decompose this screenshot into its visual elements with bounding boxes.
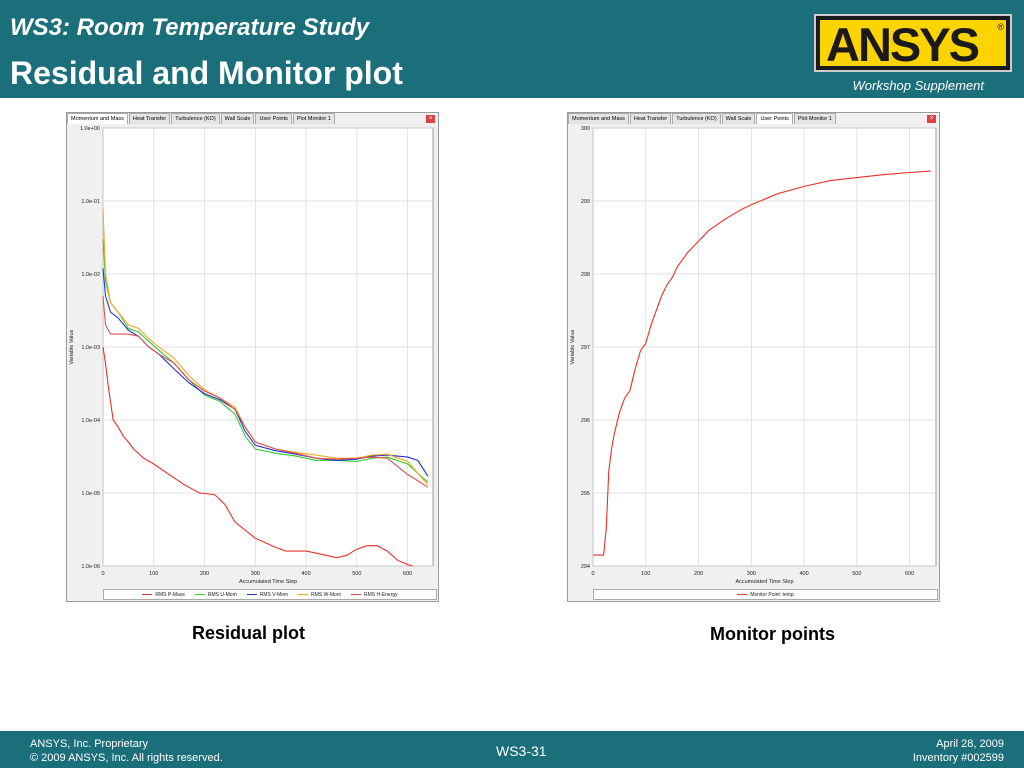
y-tick-label: 1.0e-01	[81, 199, 100, 205]
y-tick-label: 294	[581, 564, 590, 570]
y-tick-label: 1.0e-06	[81, 564, 100, 570]
x-tick-label: 400	[301, 571, 310, 577]
x-tick-label: 100	[641, 571, 650, 577]
y-tick-label: 297	[581, 345, 590, 351]
x-tick-label: 100	[149, 571, 158, 577]
x-axis-label: Accumulated Time Step	[735, 579, 793, 585]
y-tick-label: 299	[581, 199, 590, 205]
y-axis-label: Variable Value	[570, 330, 576, 365]
x-tick-label: 300	[251, 571, 260, 577]
series-line	[102, 239, 429, 483]
y-tick-label: 298	[581, 272, 590, 278]
legend-item: RMS H-Energy	[350, 591, 398, 598]
y-tick-label: 300	[581, 126, 590, 132]
series-line	[102, 346, 413, 567]
x-tick-label: 300	[747, 571, 756, 577]
tab-momentum-and-mass[interactable]: Momentum and Mass	[568, 113, 629, 124]
legend-item: RMS U-Mom	[194, 591, 237, 598]
close-icon[interactable]: ×	[426, 115, 435, 123]
tab-momentum-and-mass[interactable]: Momentum and Mass	[67, 113, 128, 124]
x-tick-label: 400	[799, 571, 808, 577]
footer-proprietary: ANSYS, Inc. Proprietary	[30, 738, 148, 750]
tab-plot-monitor-1[interactable]: Plot Monitor 1	[292, 113, 335, 124]
y-axis-label: Variable Value	[69, 330, 75, 365]
x-tick-label: 600	[403, 571, 412, 577]
monitor-tab-bar: Momentum and Mass Heat Transfer Turbulen…	[568, 113, 837, 125]
slide-subtitle: WS3: Room Temperature Study	[10, 14, 370, 41]
tab-heat-transfer[interactable]: Heat Transfer	[128, 113, 171, 124]
x-tick-label: 200	[200, 571, 209, 577]
x-axis-label: Accumulated Time Step	[239, 579, 297, 585]
legend-swatch	[350, 593, 361, 596]
tab-user-points[interactable]: User Points	[756, 113, 793, 124]
y-tick-label: 296	[581, 418, 590, 424]
monitor-plot-panel: Momentum and Mass Heat Transfer Turbulen…	[567, 112, 940, 602]
footer-right: April 28, 2009 Inventory #002599	[913, 737, 1004, 765]
slide-header: WS3: Room Temperature Study Residual and…	[0, 0, 1024, 98]
ansys-logo: ANSYS ®	[814, 14, 1012, 72]
x-tick-label: 500	[852, 571, 861, 577]
tab-wall-scale[interactable]: Wall Scale	[721, 113, 756, 124]
series-line	[593, 170, 931, 556]
tab-heat-transfer[interactable]: Heat Transfer	[629, 113, 672, 124]
tab-wall-scale[interactable]: Wall Scale	[220, 113, 255, 124]
logo-text: ANSYS	[826, 18, 980, 71]
y-tick-label: 1.0e-02	[81, 272, 100, 278]
y-tick-label: 1.0e+00	[80, 126, 100, 132]
legend-swatch	[142, 593, 153, 596]
x-tick-label: 500	[352, 571, 361, 577]
monitor-legend: Monitor Point: temp	[593, 589, 938, 600]
residual-tab-bar: Momentum and Mass Heat Transfer Turbulen…	[67, 113, 336, 125]
legend-label: RMS P-Mass	[155, 591, 185, 598]
legend-item: RMS W-Mom	[298, 592, 341, 598]
y-tick-label: 1.0e-03	[81, 345, 100, 351]
footer-date: April 28, 2009	[936, 738, 1004, 750]
monitor-chart: 0 100 200 300 400 500 600 294 295 296 297 298 299 300…	[570, 126, 937, 585]
residual-plot-panel: Momentum and Mass Heat Transfer Turbulen…	[66, 112, 439, 602]
residual-chart: 0 100 200 300 400 500 600 1.0e-06 1.0e-05 1.0e-04…	[69, 126, 434, 585]
y-tick-label: 295	[581, 491, 590, 497]
legend-swatch	[194, 593, 205, 596]
legend-item: RMS P-Mass	[142, 591, 185, 598]
footer-left: ANSYS, Inc. Proprietary © 2009 ANSYS, In…	[30, 737, 223, 765]
tab-plot-monitor-1[interactable]: Plot Monitor 1	[793, 113, 836, 124]
legend-item: Monitor Point: temp	[737, 591, 794, 598]
y-tick-label: 1.0e-04	[81, 418, 100, 424]
legend-swatch	[298, 593, 309, 596]
close-icon[interactable]: ×	[927, 115, 936, 123]
legend-row: Monitor Point: temp	[594, 590, 937, 599]
slide-title: Residual and Monitor plot	[10, 55, 403, 91]
footer-copyright: © 2009 ANSYS, Inc. All rights reserved.	[30, 752, 223, 764]
footer-inventory: Inventory #002599	[912, 752, 1004, 764]
legend-label: RMS U-Mom	[207, 591, 237, 598]
monitor-caption: Monitor points	[710, 624, 835, 644]
residual-legend: RMS P-Mass RMS U-Mom RMS V-Mom RMS W-Mom RMS…	[103, 589, 437, 600]
legend-swatch	[246, 593, 257, 596]
footer-page-number: WS3-31	[496, 743, 547, 759]
workshop-label: Workshop Supplement	[852, 78, 984, 93]
x-tick-label: 600	[905, 571, 914, 577]
legend-label: RMS W-Mom	[311, 591, 341, 598]
tab-turbulence[interactable]: Turbulence (KO)	[672, 113, 721, 124]
legend-swatch	[737, 593, 748, 596]
registered-icon: ®	[997, 22, 1004, 32]
x-tick-label: 200	[694, 571, 703, 577]
x-tick-label: 0	[101, 571, 104, 577]
residual-caption: Residual plot	[192, 623, 306, 643]
tab-turbulence[interactable]: Turbulence (KO)	[171, 113, 220, 124]
legend-label: RMS V-Mom	[259, 591, 289, 598]
legend-item: RMS V-Mom	[246, 591, 289, 598]
x-tick-label: 0	[591, 571, 594, 577]
legend-row: RMS P-Mass RMS U-Mom RMS V-Mom RMS W-Mom RMS…	[104, 590, 436, 599]
legend-label: Monitor Point: temp	[750, 591, 794, 598]
y-tick-label: 1.0e-05	[81, 491, 100, 497]
legend-label: RMS H-Energy	[363, 591, 398, 598]
series-line	[102, 295, 429, 488]
tab-user-points[interactable]: User Points	[255, 113, 292, 124]
slide-footer: ANSYS, Inc. Proprietary © 2009 ANSYS, In…	[0, 731, 1024, 768]
